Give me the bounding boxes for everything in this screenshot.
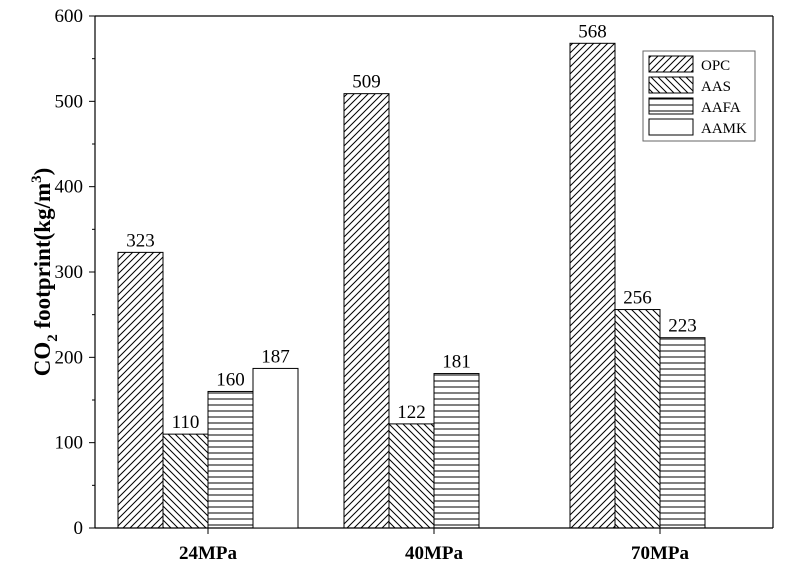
legend-label-opc: OPC <box>701 58 730 74</box>
legend-swatch-aas <box>648 76 694 94</box>
data-label: 323 <box>126 230 155 251</box>
y-tick-label: 300 <box>55 262 84 283</box>
legend-label-aas: AAS <box>701 79 731 95</box>
x-tick-label: 24MPa <box>179 543 238 564</box>
data-label: 256 <box>623 288 652 309</box>
data-label: 160 <box>216 369 245 390</box>
legend: OPC AAS AAFA AAMK <box>642 50 756 142</box>
y-tick-label: 600 <box>55 6 84 27</box>
x-tick-label: 40MPa <box>405 543 464 564</box>
bar-opc-40mpa <box>343 93 390 529</box>
bar-aafa-40mpa <box>433 373 480 529</box>
data-labels-group: 323 110 160 187 509 122 181 568 256 223 <box>126 21 697 433</box>
bars-group <box>117 42 706 529</box>
data-label: 181 <box>442 352 471 373</box>
bar-opc-70mpa <box>569 42 616 529</box>
bar-aafa-70mpa <box>659 337 706 529</box>
y-tick-label: 500 <box>55 91 84 112</box>
data-label: 122 <box>397 402 426 423</box>
data-label: 568 <box>578 21 607 42</box>
data-label: 223 <box>668 316 697 337</box>
bar-aas-70mpa <box>614 309 661 529</box>
legend-swatch-aafa <box>648 97 694 115</box>
data-label: 509 <box>352 72 381 93</box>
plot-area: 0 100 200 300 400 500 600 24MPa 40MPa 70MPa <box>55 6 774 564</box>
bar-aas-40mpa <box>388 423 435 529</box>
legend-swatch-aamk <box>648 118 694 136</box>
y-tick-label: 100 <box>55 433 84 454</box>
data-label: 187 <box>261 346 290 367</box>
x-tick-label: 70MPa <box>631 543 690 564</box>
y-axis-title: CO2 footprint(kg/m3) <box>29 168 61 377</box>
bar-aas-24mpa <box>162 433 209 529</box>
y-tick-label: 400 <box>55 177 84 198</box>
y-tick-label: 200 <box>55 347 84 368</box>
data-label: 110 <box>172 412 200 433</box>
bar-aamk-24mpa <box>252 367 299 529</box>
y-tick-label: 0 <box>74 518 84 539</box>
legend-label-aafa: AAFA <box>701 100 741 116</box>
bar-opc-24mpa <box>117 251 164 529</box>
legend-swatch-opc <box>648 55 694 73</box>
bar-aafa-24mpa <box>207 390 254 529</box>
legend-label-aamk: AAMK <box>701 121 747 137</box>
